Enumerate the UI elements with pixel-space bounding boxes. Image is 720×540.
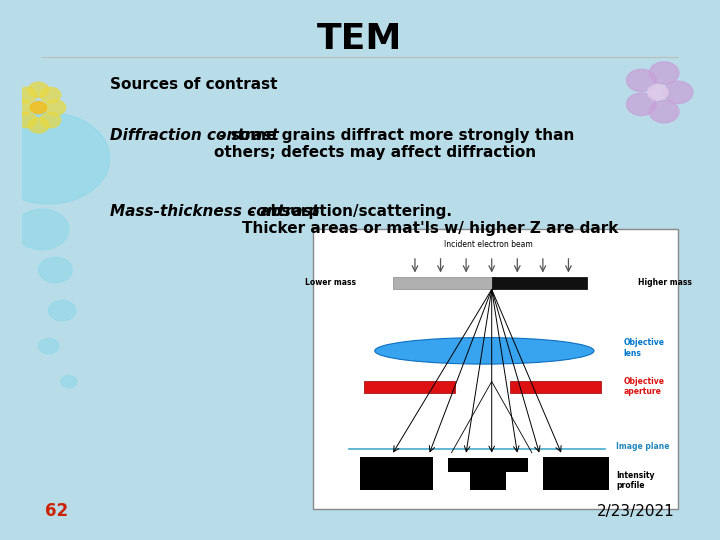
Circle shape xyxy=(40,112,60,128)
Text: Objective
lens: Objective lens xyxy=(624,339,665,357)
Circle shape xyxy=(28,82,49,97)
Text: - some grains diffract more strongly than
others; defects may affect diffraction: - some grains diffract more strongly tha… xyxy=(215,128,575,160)
Circle shape xyxy=(40,87,60,103)
Bar xyxy=(510,381,601,393)
Circle shape xyxy=(12,100,32,115)
Bar xyxy=(312,230,678,509)
Circle shape xyxy=(649,62,679,84)
Text: Diffraction contrast: Diffraction contrast xyxy=(109,128,279,143)
Text: TEM: TEM xyxy=(318,22,402,56)
Text: Intensity
profile: Intensity profile xyxy=(616,471,654,490)
Circle shape xyxy=(649,100,679,123)
Text: Mass-thickness contrast: Mass-thickness contrast xyxy=(109,204,318,219)
Text: Image plane: Image plane xyxy=(616,442,670,451)
Circle shape xyxy=(28,118,49,133)
Circle shape xyxy=(663,81,693,104)
Circle shape xyxy=(30,102,47,113)
Circle shape xyxy=(15,209,69,249)
Circle shape xyxy=(647,85,668,100)
Ellipse shape xyxy=(374,338,594,364)
Circle shape xyxy=(17,112,37,128)
Text: Sources of contrast: Sources of contrast xyxy=(109,77,277,92)
Text: Incident electron beam: Incident electron beam xyxy=(444,240,532,249)
Circle shape xyxy=(626,69,656,92)
Circle shape xyxy=(17,87,37,103)
Circle shape xyxy=(39,339,59,354)
Circle shape xyxy=(39,258,72,283)
Text: 2/23/2021: 2/23/2021 xyxy=(597,504,675,518)
Circle shape xyxy=(61,376,77,388)
Circle shape xyxy=(626,93,656,116)
Bar xyxy=(360,457,433,490)
Bar xyxy=(364,381,455,393)
Bar xyxy=(448,458,528,472)
Text: 62: 62 xyxy=(45,502,68,520)
Bar xyxy=(492,277,587,289)
Text: Objective
aperture: Objective aperture xyxy=(624,377,665,396)
Text: Lower mass: Lower mass xyxy=(305,278,356,287)
Text: – absorption/scattering.
Thicker areas or mat'ls w/ higher Z are dark: – absorption/scattering. Thicker areas o… xyxy=(241,204,618,237)
Circle shape xyxy=(45,100,66,115)
Bar xyxy=(543,457,608,490)
Circle shape xyxy=(49,300,76,321)
Bar xyxy=(393,277,495,289)
Text: Higher mass: Higher mass xyxy=(638,278,692,287)
Bar xyxy=(469,472,506,490)
Circle shape xyxy=(0,113,109,204)
